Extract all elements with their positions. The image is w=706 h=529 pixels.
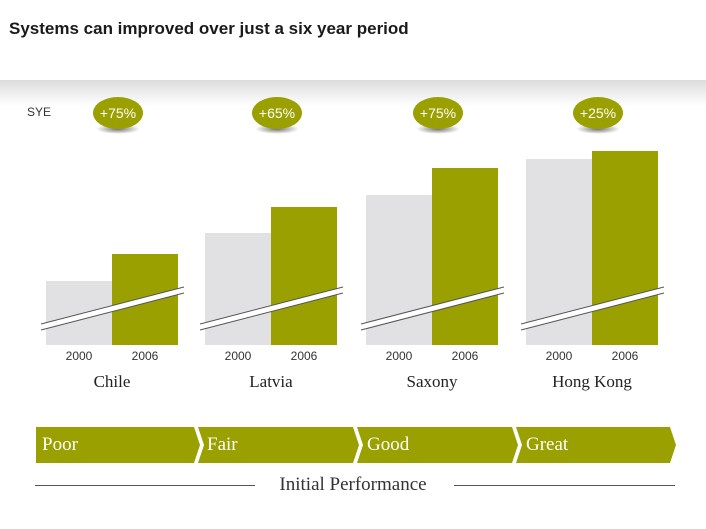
axis-break-gap xyxy=(520,287,665,330)
change-label-chile: +75% xyxy=(100,105,136,121)
axis-break-saxony xyxy=(360,286,505,331)
tick-label-latvia-2006: 2006 xyxy=(291,349,318,363)
tick-label-hong-kong-2000: 2000 xyxy=(546,349,573,363)
scale-segment-poor xyxy=(36,427,200,463)
country-label-chile: Chile xyxy=(93,372,131,391)
change-label-hong-kong: +25% xyxy=(580,105,616,121)
scale-segment-fair xyxy=(198,427,359,463)
bar-latvia-2000 xyxy=(205,233,271,345)
scale-segment-great xyxy=(516,427,676,463)
scale-stage-fair: Fair xyxy=(207,434,238,455)
tick-label-chile-2000: 2000 xyxy=(66,349,93,363)
footer-rule-left xyxy=(35,485,255,486)
axis-break-line-upper xyxy=(360,286,505,325)
performance-axis-label: Initial Performance xyxy=(279,474,427,495)
axis-break-gap xyxy=(360,287,505,330)
page-title: Systems can improved over just a six yea… xyxy=(9,19,409,38)
tick-label-saxony-2006: 2006 xyxy=(452,349,479,363)
tick-label-hong-kong-2006: 2006 xyxy=(612,349,639,363)
axis-break-latvia xyxy=(199,286,344,331)
axis-break-line-lower xyxy=(40,292,185,331)
bar-saxony-2006 xyxy=(432,168,498,345)
axis-break-line-upper xyxy=(520,286,665,325)
scale-stage-poor: Poor xyxy=(42,434,78,455)
country-label-latvia: Latvia xyxy=(249,372,293,391)
bar-latvia-2006 xyxy=(271,207,337,345)
axis-break-line-lower xyxy=(360,292,505,331)
axis-break-line-lower xyxy=(199,292,344,331)
axis-break-chile xyxy=(40,286,185,331)
axis-break-line-upper xyxy=(199,286,344,325)
change-badge-saxony xyxy=(413,97,463,129)
change-badge-hong-kong xyxy=(573,97,623,129)
scale-segment-good xyxy=(357,427,518,463)
change-label-saxony: +75% xyxy=(420,105,456,121)
axis-break-hong-kong xyxy=(520,286,665,331)
change-badge-latvia xyxy=(252,97,302,129)
tick-label-chile-2006: 2006 xyxy=(132,349,159,363)
tick-label-latvia-2000: 2000 xyxy=(225,349,252,363)
scale-stage-good: Good xyxy=(367,434,410,455)
bar-hong-kong-2006 xyxy=(592,151,658,345)
axis-break-line-upper xyxy=(40,286,185,325)
axis-break-gap xyxy=(40,287,185,330)
axis-break-gap xyxy=(199,287,344,330)
change-badge-chile xyxy=(93,97,143,129)
scale-stage-great: Great xyxy=(526,434,569,455)
change-label-latvia: +65% xyxy=(259,105,295,121)
y-axis-label: SYE xyxy=(27,105,52,119)
footer-rule-right xyxy=(454,485,675,486)
country-label-hong-kong: Hong Kong xyxy=(552,372,632,391)
country-label-saxony: Saxony xyxy=(406,372,458,391)
tick-label-saxony-2000: 2000 xyxy=(386,349,413,363)
axis-break-line-lower xyxy=(520,292,665,331)
